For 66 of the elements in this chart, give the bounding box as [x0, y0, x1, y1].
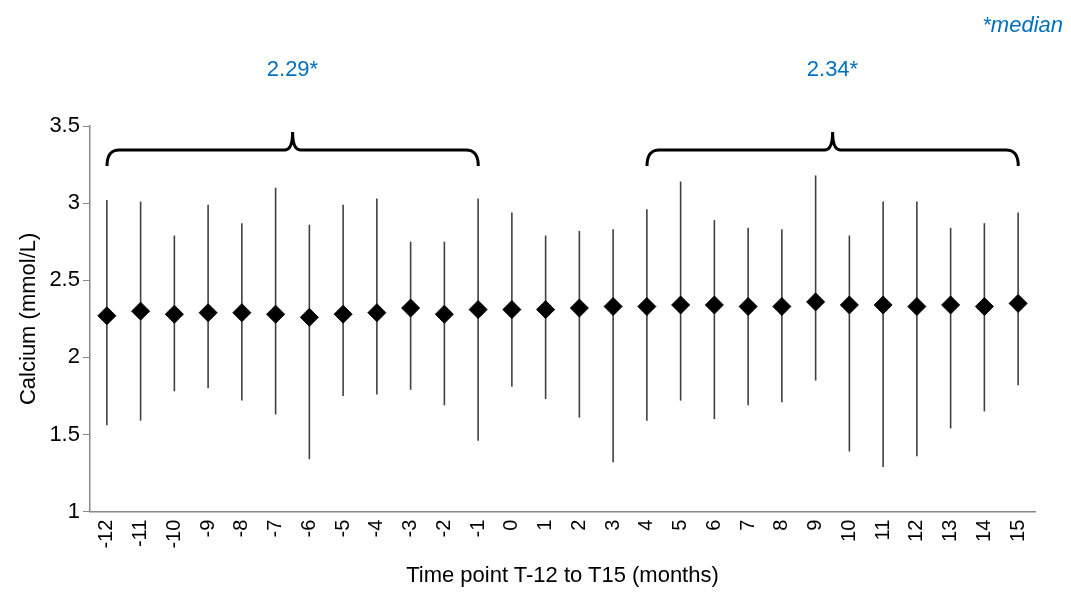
- x-tick-label: -6: [296, 519, 319, 538]
- x-tick-label: 3: [600, 519, 623, 531]
- x-tick-label: -8: [229, 519, 252, 538]
- x-tick-label: -10: [161, 519, 184, 549]
- y-tick-label: 3: [67, 189, 80, 215]
- point: [873, 295, 893, 315]
- point: [1008, 293, 1028, 313]
- x-tick-label: -7: [263, 519, 286, 538]
- x-tick-label: 13: [938, 519, 961, 542]
- x-tick-label: 14: [971, 519, 994, 542]
- point: [772, 297, 792, 317]
- x-tick-label: 15: [1005, 519, 1028, 542]
- x-tick-label: 9: [803, 519, 826, 531]
- point: [401, 298, 421, 318]
- point: [738, 297, 758, 317]
- x-axis-title: Time point T-12 to T15 (months): [406, 561, 719, 587]
- text: 2.29*: [265, 56, 320, 82]
- point: [839, 295, 859, 315]
- x-tick-label: 6: [701, 519, 724, 531]
- x-tick-label: 8: [769, 519, 792, 531]
- y-axis-title: Calcium (mmol/L): [15, 232, 41, 406]
- x-tick-label: 7: [735, 519, 758, 531]
- point: [806, 292, 826, 312]
- x-tick-label: -5: [330, 519, 353, 538]
- point: [198, 303, 218, 323]
- point: [367, 303, 387, 323]
- point: [907, 297, 927, 317]
- x-tick-label: 0: [499, 519, 522, 531]
- point: [637, 297, 657, 317]
- point: [266, 304, 286, 324]
- text: 2.34*: [805, 56, 860, 82]
- point: [536, 300, 556, 320]
- y-tick-label: 1.5: [49, 420, 80, 446]
- point: [164, 304, 184, 324]
- y-tick-label: 3.5: [49, 112, 80, 138]
- point: [468, 300, 488, 320]
- x-tick-label: 5: [668, 519, 691, 531]
- x-tick-label: 4: [634, 519, 657, 531]
- text: *median: [982, 12, 1063, 38]
- point: [131, 301, 151, 321]
- point: [671, 295, 691, 315]
- y-tick-label: 2: [67, 343, 80, 369]
- x-tick-label: 2: [566, 519, 589, 531]
- x-tick-label: -9: [195, 519, 218, 538]
- point: [434, 304, 454, 324]
- x-tick-label: 1: [533, 519, 556, 531]
- point: [97, 306, 117, 326]
- x-tick-label: 10: [836, 519, 859, 542]
- point: [333, 304, 353, 324]
- x-tick-label: -3: [398, 519, 421, 538]
- point: [974, 297, 994, 317]
- x-tick-label: 11: [870, 519, 893, 541]
- point: [299, 307, 319, 327]
- x-tick-label: -2: [431, 519, 454, 538]
- point: [502, 300, 522, 320]
- point: [569, 298, 589, 318]
- x-tick-label: -4: [364, 519, 387, 538]
- x-tick-label: 12: [904, 519, 927, 542]
- x-tick-label: -12: [94, 519, 117, 549]
- point: [603, 297, 623, 317]
- point: [941, 295, 961, 315]
- point: [232, 303, 252, 323]
- y-tick-label: 2.5: [49, 266, 80, 292]
- point: [704, 295, 724, 315]
- x-tick-label: -11: [128, 519, 151, 548]
- x-tick-label: -1: [465, 519, 488, 538]
